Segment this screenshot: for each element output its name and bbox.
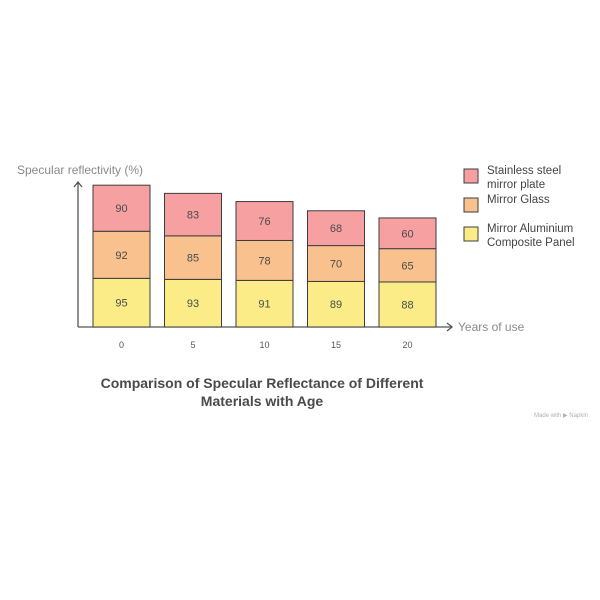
bar-segment: [164, 235, 222, 280]
x-tick-label: 15: [331, 340, 341, 350]
x-axis-label: Years of use: [458, 320, 525, 334]
bar-segment: [92, 184, 151, 232]
bar-value-label: 65: [401, 260, 413, 272]
bar-value-label: 89: [330, 299, 342, 311]
bar-segment: [235, 279, 294, 328]
legend-label: mirror plate: [487, 179, 545, 191]
x-tick-label: 0: [119, 340, 124, 350]
bar-value-label: 70: [330, 259, 342, 271]
legend-label: Mirror Glass: [487, 194, 550, 206]
bar-value-label: 76: [258, 216, 270, 228]
chart-title: Comparison of Specular Reflectance of Di…: [62, 374, 462, 410]
bar-value-label: 90: [115, 203, 127, 215]
y-axis-arrow: [73, 180, 83, 188]
bar-value-label: 60: [401, 228, 413, 240]
credit: Made with ▶ Napkin: [534, 413, 588, 419]
bar-segment: [378, 217, 437, 250]
legend-label: Stainless steel: [487, 165, 561, 177]
bar-segment: [92, 230, 151, 279]
bar-segment: [164, 278, 222, 328]
x-axis-arrow: [446, 322, 454, 332]
bar-value-label: 93: [187, 298, 199, 310]
legend-swatch: [463, 168, 479, 184]
x-tick-label: 10: [259, 340, 269, 350]
bar-value-label: 95: [115, 298, 127, 310]
chart-title-line-2: Materials with Age: [200, 393, 324, 409]
legend: Stainless steel mirror plate Mirror Glass M…: [463, 165, 575, 249]
bar-segment: [378, 281, 437, 328]
legend-label: Composite Panel: [487, 237, 575, 249]
x-ticks: 0 5 10 15 20: [119, 340, 413, 350]
bar-segment: [307, 210, 365, 247]
bar-value-label: 78: [258, 255, 270, 267]
y-axis-label: Specular reflectivity (%): [17, 163, 143, 177]
bar-value-label: 68: [330, 223, 342, 235]
bar-value-label: 83: [187, 210, 199, 222]
bar-segment: [235, 201, 294, 241]
chart-title-line-1: Comparison of Specular Reflectance of Di…: [100, 375, 424, 391]
bar-value-label: 92: [115, 250, 127, 262]
x-tick-label: 5: [190, 340, 195, 350]
x-tick-label: 20: [402, 340, 412, 350]
bars: 95 92 90 93 85 83 91 78 76 89 70 68 88 65 60: [92, 184, 437, 328]
bar-segment: [235, 239, 294, 281]
bar-value-label: 85: [187, 253, 199, 265]
bar-segment: [307, 245, 365, 282]
bar-value-label: 91: [258, 299, 270, 311]
bar-segment: [164, 192, 222, 237]
legend-label: Mirror Aluminium: [487, 223, 573, 235]
bar-segment: [92, 277, 151, 328]
bar-value-label: 88: [401, 299, 413, 311]
legend-swatch: [463, 226, 479, 242]
legend-swatch: [463, 197, 479, 213]
